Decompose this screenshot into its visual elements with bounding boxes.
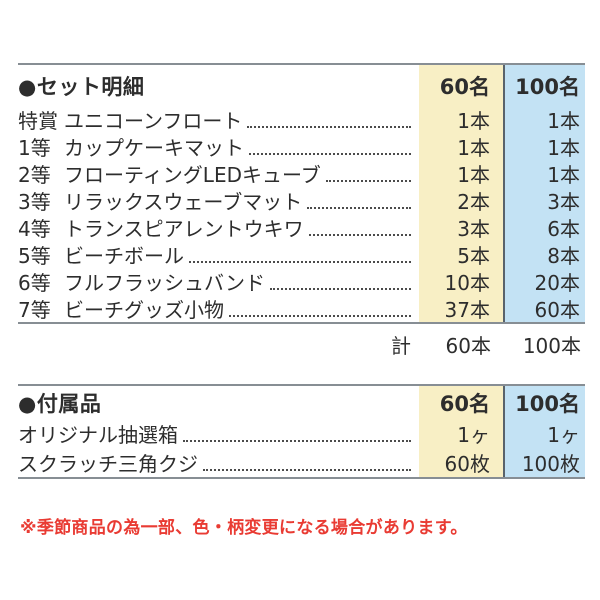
rank-label: 6等 [18, 271, 51, 295]
rank-label: 2等 [18, 163, 51, 187]
qty-60: 3本 [419, 214, 503, 241]
qty-100: 100枚 [503, 448, 585, 477]
qty-60: 1ヶ [419, 419, 503, 448]
set-table-title: ●セット明細 [18, 74, 145, 99]
prize-row: 6等 フルフラッシュバンド 10本 20本 [18, 268, 585, 295]
qty-60: 60枚 [419, 448, 503, 477]
item-name: リラックスウェーブマット [64, 190, 303, 214]
set-detail-table: ●セット明細 60名 100名 特賞 ユニコーンフロート 1本 1本 1等 カッ… [18, 63, 585, 361]
dot-leader [307, 193, 411, 209]
qty-60: 1本 [419, 106, 503, 133]
qty-60: 1本 [419, 160, 503, 187]
dot-leader [203, 455, 411, 471]
item-name: スクラッチ三角クジ [18, 452, 198, 476]
qty-100: 1ヶ [503, 419, 585, 448]
qty-100: 6本 [503, 214, 585, 241]
prize-row: 5等 ビーチボール 5本 8本 [18, 241, 585, 268]
seasonal-note: ※季節商品の為一部、色・柄変更になる場合があります。 [20, 518, 468, 538]
qty-60: 2本 [419, 187, 503, 214]
total-label: 計 [391, 333, 411, 358]
rank-label: 4等 [18, 217, 51, 241]
item-name: フルフラッシュバンド [64, 271, 265, 295]
dot-leader [229, 301, 411, 317]
item-name: ビーチグッズ小物 [64, 298, 224, 322]
dot-leader [308, 220, 411, 236]
qty-100: 20本 [503, 268, 585, 295]
prize-row: 7等 ビーチグッズ小物 37本 60本 [18, 295, 585, 322]
total-row: 計 60本 100本 [18, 324, 585, 361]
rank-label: 特賞 [18, 109, 58, 133]
table-bottom-rule [18, 322, 585, 324]
prize-row: 2等 フローティングLEDキューブ 1本 1本 [18, 160, 585, 187]
col-header-100: 100名 [503, 386, 585, 419]
accessory-table: ●付属品 60名 100名 オリジナル抽選箱 1ヶ 1ヶ スクラッチ三角クジ 6… [18, 384, 585, 479]
qty-100: 1本 [503, 106, 585, 133]
dot-leader [325, 166, 411, 182]
qty-60: 5本 [419, 241, 503, 268]
dot-leader [183, 426, 411, 442]
item-name: フローティングLEDキューブ [64, 163, 321, 187]
dot-leader [189, 247, 411, 263]
item-name: トランスピアレントウキワ [64, 217, 304, 241]
qty-60: 10本 [419, 268, 503, 295]
set-table-header-row: ●セット明細 60名 100名 [18, 65, 585, 106]
table-top-rule [18, 63, 585, 65]
prize-row: 4等 トランスピアレントウキワ 3本 6本 [18, 214, 585, 241]
qty-100: 1本 [503, 133, 585, 160]
accessory-row: スクラッチ三角クジ 60枚 100枚 [18, 448, 585, 477]
accessory-table-title: ●付属品 [18, 391, 102, 416]
qty-60: 37本 [419, 295, 503, 322]
qty-100: 1本 [503, 160, 585, 187]
rank-label: 7等 [18, 298, 51, 322]
qty-60: 1本 [419, 133, 503, 160]
col-header-100: 100名 [503, 65, 585, 106]
qty-100: 8本 [503, 241, 585, 268]
total-qty-100: 100本 [522, 333, 581, 358]
accessory-row: オリジナル抽選箱 1ヶ 1ヶ [18, 419, 585, 448]
qty-100: 3本 [503, 187, 585, 214]
dot-leader [249, 139, 411, 155]
dot-leader [247, 112, 411, 128]
item-name: ユニコーンフロート [64, 109, 243, 133]
prize-row: 3等 リラックスウェーブマット 2本 3本 [18, 187, 585, 214]
col-header-60: 60名 [419, 65, 503, 106]
col-header-60: 60名 [419, 386, 503, 419]
total-qty-60: 60本 [445, 333, 491, 358]
prize-row: 1等 カップケーキマット 1本 1本 [18, 133, 585, 160]
item-name: オリジナル抽選箱 [18, 423, 178, 447]
table-top-rule [18, 384, 585, 386]
rank-label: 5等 [18, 244, 51, 268]
accessory-header-row: ●付属品 60名 100名 [18, 386, 585, 419]
item-name: カップケーキマット [64, 136, 244, 160]
prize-row: 特賞 ユニコーンフロート 1本 1本 [18, 106, 585, 133]
qty-100: 60本 [503, 295, 585, 322]
table-bottom-rule [18, 477, 585, 479]
rank-label: 1等 [18, 136, 51, 160]
dot-leader [270, 274, 411, 290]
item-name: ビーチボール [64, 244, 184, 268]
rank-label: 3等 [18, 190, 51, 214]
